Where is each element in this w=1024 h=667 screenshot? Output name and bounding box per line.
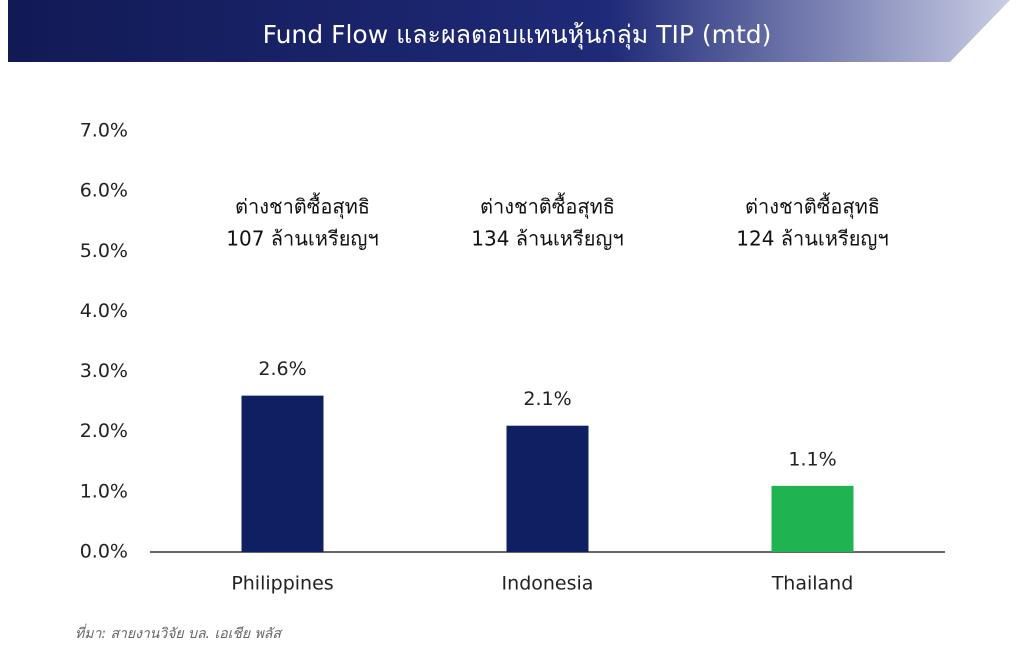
y-tick-label: 1.0% (80, 480, 128, 502)
bar (241, 395, 324, 552)
y-tick-label: 7.0% (80, 120, 128, 142)
y-tick-label: 0.0% (80, 541, 128, 563)
x-tick-label: Indonesia (502, 573, 594, 595)
source-note: ที่มา: สายงานวิจัย บล. เอเชีย พลัส (75, 623, 283, 642)
annotation: ต่างชาติซื้อสุทธิ (480, 193, 615, 220)
annotation: ต่างชาติซื้อสุทธิ (745, 193, 880, 220)
value-label: 1.1% (788, 448, 836, 470)
y-tick-label: 3.0% (80, 360, 128, 382)
annotation: 134 ล้านเหรียญฯ (471, 227, 623, 251)
x-tick-label: Philippines (231, 573, 333, 595)
x-tick-label: Thailand (771, 573, 854, 595)
value-label: 2.1% (523, 388, 571, 410)
header-banner (8, 0, 1010, 62)
y-tick-label: 6.0% (80, 180, 128, 202)
y-tick-label: 4.0% (80, 300, 128, 322)
annotation: 107 ล้านเหรียญฯ (226, 227, 378, 251)
chart-title: Fund Flow และผลตอบแทนหุ้นกลุ่ม TIP (mtd) (263, 20, 772, 50)
annotation: 124 ล้านเหรียญฯ (736, 227, 888, 251)
y-tick-label: 5.0% (80, 240, 128, 262)
y-tick-label: 2.0% (80, 420, 128, 442)
value-label: 2.6% (258, 358, 306, 380)
annotation: ต่างชาติซื้อสุทธิ (235, 193, 370, 220)
bar (771, 485, 854, 552)
bar (506, 425, 589, 552)
